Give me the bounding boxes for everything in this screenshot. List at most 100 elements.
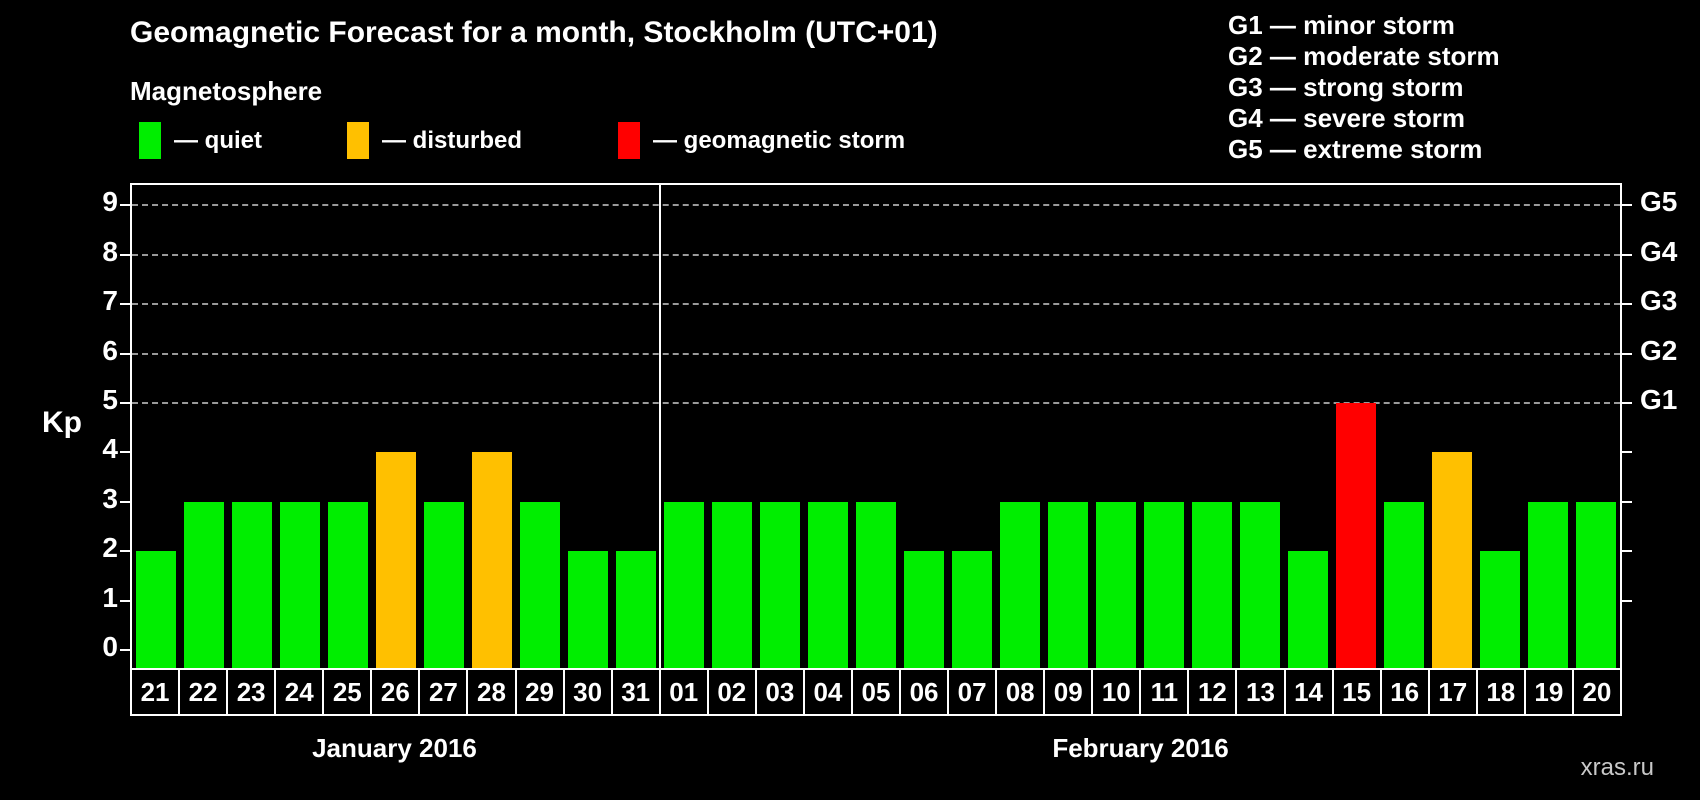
- y-axis-tick-label: 4: [102, 433, 118, 465]
- kp-bar-day-21: [136, 551, 176, 668]
- day-label-21: 21: [132, 670, 181, 714]
- day-label-01: 01: [661, 670, 709, 714]
- right-axis-tick: [1622, 599, 1632, 602]
- kp-bar-day-04: [808, 501, 848, 668]
- right-axis-tick: [1622, 352, 1632, 355]
- day-label-06: 06: [901, 670, 950, 714]
- day-label-12: 12: [1189, 670, 1238, 714]
- kp-bar-day-26: [376, 452, 416, 668]
- y-axis-tick-label: 8: [102, 235, 118, 267]
- page-title: Geomagnetic Forecast for a month, Stockh…: [130, 16, 938, 49]
- right-axis-tick: [1622, 204, 1632, 207]
- kp-bar-day-11: [1144, 501, 1184, 668]
- day-label-29: 29: [517, 670, 565, 714]
- day-label-30: 30: [565, 670, 613, 714]
- day-label-19: 19: [1526, 670, 1574, 714]
- kp-bar-day-14: [1288, 551, 1328, 668]
- g-axis-label-g4: G4: [1640, 235, 1678, 267]
- y-axis-tick-label: 2: [102, 532, 118, 564]
- kp-bar-day-13: [1240, 501, 1280, 668]
- gridline-kp6: [132, 352, 1620, 355]
- gridline-kp8: [132, 253, 1620, 256]
- gridline-kp7: [132, 303, 1620, 306]
- y-axis-tick-label: 9: [102, 186, 118, 218]
- right-axis-tick: [1622, 500, 1632, 503]
- day-label-15: 15: [1334, 670, 1382, 714]
- day-label-03: 03: [757, 670, 805, 714]
- g-scale-legend: G1 — minor storm G2 — moderate storm G3 …: [1228, 10, 1500, 165]
- kp-bar-day-01: [664, 501, 704, 668]
- month-separator-line: [659, 185, 661, 668]
- day-label-16: 16: [1382, 670, 1430, 714]
- day-label-23: 23: [228, 670, 277, 714]
- kp-bar-day-05: [856, 501, 896, 668]
- day-label-04: 04: [805, 670, 853, 714]
- y-axis-tick: [120, 352, 130, 355]
- kp-bar-day-02: [712, 501, 752, 668]
- storm-color-swatch: [618, 122, 640, 159]
- day-label-13: 13: [1237, 670, 1286, 714]
- disturbed-color-swatch: [347, 122, 369, 159]
- kp-bar-day-09: [1048, 501, 1088, 668]
- day-label-05: 05: [853, 670, 901, 714]
- kp-bar-day-18: [1480, 551, 1520, 668]
- day-axis-row: 21 22 23 24 25 26 27 28 29 30 31 01 02 03 04 05 06 07 08 09…: [130, 668, 1622, 716]
- kp-bar-day-31: [616, 551, 656, 668]
- plot-area: [120, 183, 1632, 668]
- day-label-24: 24: [276, 670, 325, 714]
- kp-bar-day-24: [280, 501, 320, 668]
- kp-bar-day-07: [952, 551, 992, 668]
- day-label-17: 17: [1430, 670, 1478, 714]
- day-label-27: 27: [420, 670, 469, 714]
- y-axis-tick-label: 5: [102, 384, 118, 415]
- g-axis-label-g2: G2: [1640, 334, 1678, 366]
- g-scale-legend-line: G1 — minor storm: [1228, 10, 1455, 40]
- day-label-28: 28: [468, 670, 517, 714]
- watermark: xras.ru: [1580, 754, 1654, 781]
- y-axis-tick: [120, 500, 130, 503]
- right-axis-tick: [1622, 253, 1632, 256]
- kp-bar-day-20: [1576, 501, 1616, 668]
- kp-bar-day-08: [1000, 501, 1040, 668]
- day-label-26: 26: [372, 670, 421, 714]
- y-axis-tick: [120, 402, 130, 404]
- month-label-february: February 2016: [1052, 733, 1229, 763]
- g-scale-legend-line: G2 — moderate storm: [1228, 41, 1500, 71]
- y-axis-tick-label: 0: [102, 631, 118, 662]
- legend-item-label: — quiet: [174, 126, 262, 154]
- g-axis-label-g3: G3: [1640, 285, 1678, 317]
- kp-bar-day-30: [568, 551, 608, 668]
- day-label-09: 09: [1045, 670, 1094, 714]
- legend-item-label: — disturbed: [382, 126, 523, 154]
- kp-bar-day-29: [520, 501, 560, 668]
- right-axis-tick: [1622, 303, 1632, 306]
- y-axis-tick: [120, 550, 130, 553]
- kp-bar-day-23: [232, 501, 272, 668]
- gridline-kp5: [132, 402, 1620, 404]
- kp-bar-day-10: [1096, 501, 1136, 668]
- kp-bar-day-27: [424, 501, 464, 668]
- kp-bar-day-28: [472, 452, 512, 668]
- kp-bar-day-19: [1528, 501, 1568, 668]
- right-axis-tick: [1622, 550, 1632, 553]
- y-axis-title: Kp: [42, 406, 82, 439]
- day-label-31: 31: [613, 670, 661, 714]
- day-label-14: 14: [1286, 670, 1334, 714]
- day-label-18: 18: [1478, 670, 1526, 714]
- day-label-25: 25: [324, 670, 373, 714]
- legend-item-label: — geomagnetic storm: [653, 126, 906, 154]
- kp-bar-day-16: [1384, 501, 1424, 668]
- y-axis-tick: [120, 451, 130, 454]
- g-scale-legend-line: G5 — extreme storm: [1228, 134, 1483, 164]
- g-scale-legend-line: G4 — severe storm: [1228, 103, 1466, 133]
- y-axis-tick: [120, 599, 130, 602]
- right-axis-tick: [1622, 402, 1632, 404]
- y-axis-tick: [120, 649, 130, 651]
- legend-item-storm: — geomagnetic storm: [618, 122, 905, 159]
- legend-item-disturbed: — disturbed: [347, 122, 522, 159]
- kp-bar-day-17: [1432, 452, 1472, 668]
- kp-bar-day-03: [760, 501, 800, 668]
- y-axis-tick-label: 6: [102, 334, 118, 366]
- month-label-january: January 2016: [312, 733, 477, 763]
